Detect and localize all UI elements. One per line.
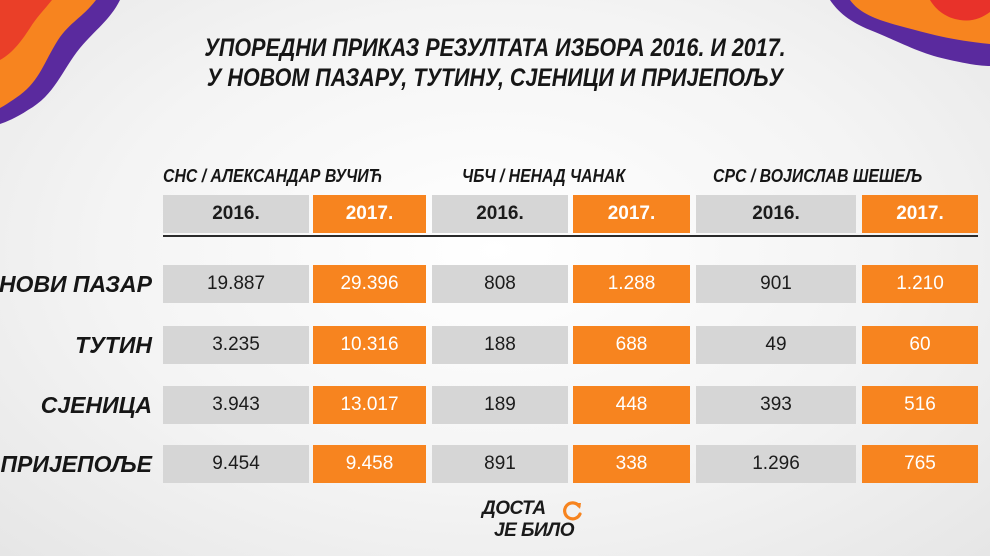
table-cell: 338 xyxy=(573,445,690,483)
table-cell: 60 xyxy=(862,326,978,364)
table-cell: 448 xyxy=(573,386,690,424)
header-divider xyxy=(163,235,978,237)
table-cell: 188 xyxy=(432,326,568,364)
page-title-line-1: УПОРЕДНИ ПРИКАЗ РЕЗУЛТАТА ИЗБОРА 2016. И… xyxy=(204,34,786,62)
table-cell: 765 xyxy=(862,445,978,483)
table-cell: 10.316 xyxy=(313,326,426,364)
table-cell: 19.887 xyxy=(163,265,309,303)
row-label-prijepolje: ПРИЈЕПОЉЕ xyxy=(0,451,153,477)
table-cell: 9.454 xyxy=(163,445,309,483)
corner-decoration-right xyxy=(830,0,990,66)
table-cell: 49 xyxy=(696,326,856,364)
table-cell: 393 xyxy=(696,386,856,424)
table-cell: 688 xyxy=(573,326,690,364)
table-cell: 3.943 xyxy=(163,386,309,424)
table-cell: 1.210 xyxy=(862,265,978,303)
table-cell: 9.458 xyxy=(313,445,426,483)
year-header-lsv-2016: 2016. xyxy=(432,195,568,233)
table-cell: 516 xyxy=(862,386,978,424)
logo-text-line-2: ЈЕ БИЛО xyxy=(494,520,574,541)
year-header-sns-2017: 2017. xyxy=(313,195,426,233)
table-cell: 808 xyxy=(432,265,568,303)
table-cell: 1.288 xyxy=(573,265,690,303)
table-cell: 901 xyxy=(696,265,856,303)
party-label-lsv: ЧБЧ / НЕНАД ЧАНАК xyxy=(462,166,626,186)
logo-text-line-1: ДОСТА xyxy=(482,498,546,519)
circular-arrow-icon xyxy=(563,501,582,521)
table-cell: 1.296 xyxy=(696,445,856,483)
page-title-line-2: У НОВОМ ПАЗАРУ, ТУТИНУ, СЈЕНИЦИ И ПРИЈЕП… xyxy=(206,64,784,92)
year-header-srs-2017: 2017. xyxy=(862,195,978,233)
party-label-sns: СНС / АЛЕКСАНДАР ВУЧИЋ xyxy=(163,166,383,186)
party-label-srs: СРС / ВОЈИСЛАВ ШЕШЕЉ xyxy=(713,166,923,186)
table-cell: 13.017 xyxy=(313,386,426,424)
year-header-sns-2016: 2016. xyxy=(163,195,309,233)
corner-decoration-left xyxy=(0,0,120,124)
table-cell: 189 xyxy=(432,386,568,424)
year-header-srs-2016: 2016. xyxy=(696,195,856,233)
table-cell: 891 xyxy=(432,445,568,483)
row-label-novi-pazar: НОВИ ПАЗАР xyxy=(0,271,152,297)
row-label-tutin: ТУТИН xyxy=(75,332,152,358)
table-cell: 29.396 xyxy=(313,265,426,303)
table-cell: 3.235 xyxy=(163,326,309,364)
row-label-sjenica: СЈЕНИЦА xyxy=(40,392,152,418)
year-header-lsv-2017: 2017. xyxy=(573,195,690,233)
